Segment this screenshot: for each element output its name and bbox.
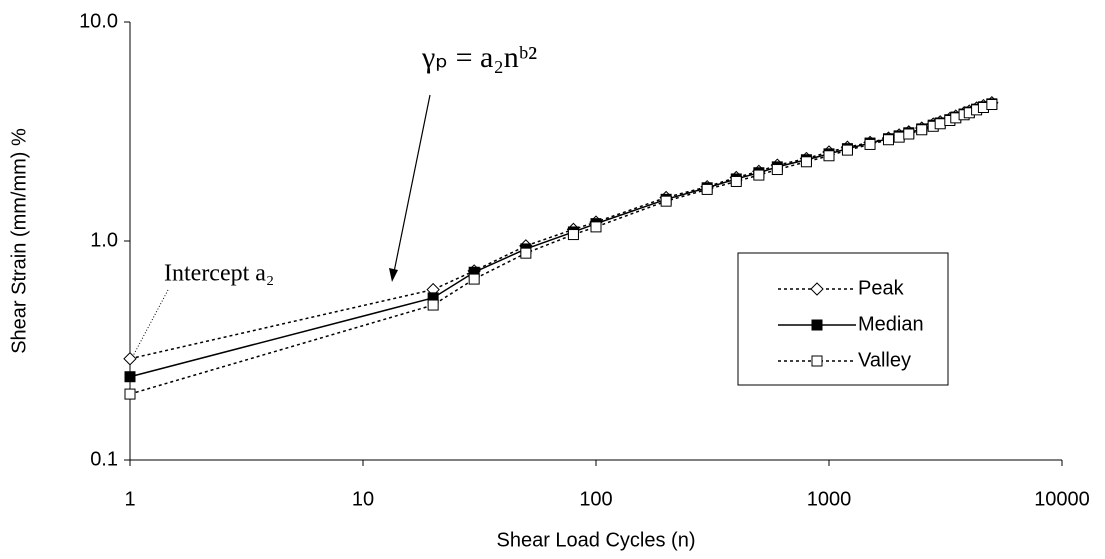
data-point (882, 134, 894, 146)
data-point (730, 175, 742, 187)
y-axis-title: Shear Strain (mm/mm) % (8, 128, 30, 354)
data-point (934, 118, 946, 130)
data-point (800, 156, 812, 168)
x-tick-label: 10000 (1034, 488, 1090, 510)
data-point (427, 299, 439, 311)
legend-marker (811, 319, 823, 331)
annotation: Intercept a₂ (164, 261, 274, 287)
y-tick-label: 0.1 (90, 448, 118, 470)
x-tick-label: 10 (352, 488, 374, 510)
data-point (823, 150, 835, 162)
data-point (660, 195, 672, 207)
legend-label: Median (858, 313, 924, 335)
data-point (123, 352, 137, 366)
y-tick-label: 1.0 (90, 229, 118, 251)
legend-label: Peak (858, 277, 905, 299)
data-point (701, 183, 713, 195)
data-point (841, 144, 853, 156)
leader-line (132, 289, 169, 357)
legend-marker (811, 355, 823, 367)
arrow (393, 94, 431, 273)
data-point (567, 229, 579, 241)
arrow-head (389, 268, 398, 282)
data-point (903, 128, 915, 140)
data-point (468, 273, 480, 285)
data-point (124, 388, 136, 400)
data-point (986, 99, 998, 111)
data-point (864, 138, 876, 150)
series-line (129, 102, 993, 360)
x-axis-title: Shear Load Cycles (n) (497, 529, 696, 551)
legend-marker (810, 282, 824, 296)
data-point (590, 221, 602, 233)
data-point (916, 124, 928, 136)
legend (737, 252, 949, 386)
data-point (771, 164, 783, 176)
data-point (124, 371, 136, 383)
data-point (893, 131, 905, 143)
data-point (753, 169, 765, 181)
x-tick-label: 100 (579, 488, 612, 510)
annotation: γₚ = a₂nᵇ² (421, 41, 537, 74)
x-tick-label: 1 (124, 488, 135, 510)
legend-label: Valley (858, 349, 911, 371)
y-tick-label: 10.0 (79, 10, 118, 32)
data-point (520, 247, 532, 259)
x-tick-label: 1000 (807, 488, 852, 510)
